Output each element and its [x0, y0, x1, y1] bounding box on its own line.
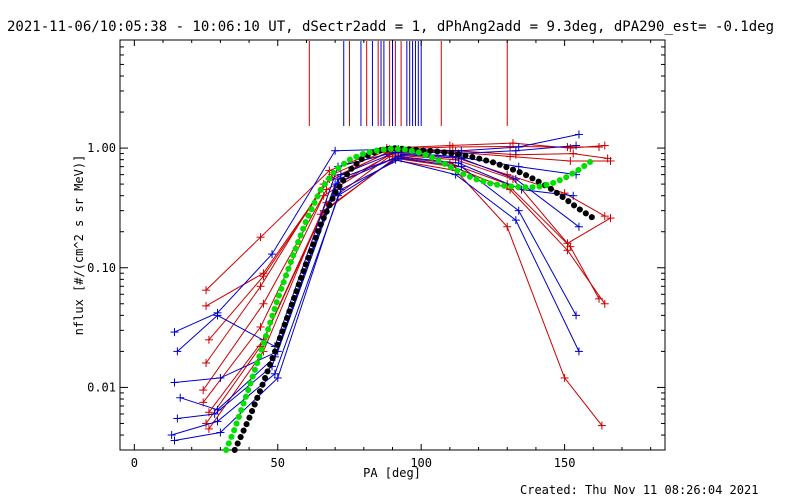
vertical-markers	[308, 41, 508, 126]
y-tick-label-2: 1.00	[87, 141, 116, 155]
series-1-point-6	[563, 143, 572, 152]
series-14-point-1	[213, 417, 222, 426]
series-15-point-7	[574, 347, 583, 356]
series-14-point-5	[457, 162, 466, 171]
series-15-point-1	[216, 428, 225, 437]
series-12-point-5	[457, 154, 466, 163]
series-1-point-0	[202, 301, 211, 310]
x-tick-label-2: 100	[410, 456, 432, 470]
series-2-point-6	[569, 149, 578, 158]
series-line-1	[205, 145, 599, 307]
series-line-14	[171, 157, 577, 436]
series-4-point-2	[322, 185, 331, 194]
series-8-point-6	[560, 373, 569, 382]
series-13-point-7	[569, 191, 578, 200]
series-13-point-0	[173, 414, 182, 423]
series-15-point-4	[391, 155, 400, 164]
series-8-point-5	[503, 222, 512, 231]
series-line-9	[174, 133, 580, 333]
fit-curve-1	[223, 145, 597, 453]
series-2-point-1	[259, 272, 268, 281]
series-4-point-7	[600, 212, 609, 221]
y-tick-label-0: 0.01	[87, 380, 116, 394]
series-14-point-0	[167, 431, 176, 440]
series-8-point-7	[597, 421, 606, 430]
series-15-point-6	[511, 216, 520, 225]
x-tick-label-1: 50	[271, 456, 285, 470]
y-axis-label: nflux [#/(cm^2 s sr MeV)]	[72, 155, 86, 336]
x-tick-label-0: 0	[131, 456, 138, 470]
series-10-point-0	[173, 347, 182, 356]
series-11-point-0	[170, 378, 179, 387]
series-7-point-7	[600, 299, 609, 308]
series-11-point-1	[216, 373, 225, 382]
x-tick-label-3: 150	[554, 456, 576, 470]
series-0-point-1	[256, 233, 265, 242]
series-0-point-7	[600, 141, 609, 150]
series-line-5	[202, 154, 611, 403]
series-8-point-0	[204, 424, 213, 433]
series-5-point-1	[256, 322, 265, 331]
series-13-point-1	[210, 409, 219, 418]
series-12-point-6	[511, 175, 520, 184]
series-5-point-2	[319, 191, 328, 200]
series-9-point-3	[331, 146, 340, 155]
series-11-point-6	[514, 162, 523, 171]
series-14-point-7	[572, 311, 581, 320]
series-3-point-0	[202, 358, 211, 367]
x-axis-label: PA [deg]	[363, 466, 421, 480]
series-12-point-0	[176, 393, 185, 402]
series-line-2	[208, 150, 608, 341]
series-9-point-7	[574, 130, 583, 139]
series-10-point-7	[572, 141, 581, 150]
series-line-7	[205, 157, 606, 424]
fit-curve-0	[231, 145, 597, 453]
fit-curves	[223, 145, 597, 453]
series-12-point-7	[574, 222, 583, 231]
data-series	[167, 130, 615, 445]
series-14-point-2	[270, 369, 279, 378]
series-15-point-2	[273, 373, 282, 382]
series-3-point-6	[566, 156, 575, 165]
chart-title: 2021-11-06/10:05:38 - 10:06:10 UT, dSect…	[7, 19, 774, 35]
series-1-point-5	[506, 142, 515, 151]
series-3-point-7	[606, 156, 615, 165]
x-axis: 0 50 100 150	[131, 40, 652, 470]
series-1-point-7	[595, 143, 604, 152]
series-9-point-2	[268, 250, 277, 259]
series-15-point-0	[170, 436, 179, 445]
series-0-point-0	[202, 286, 211, 295]
series-line-13	[177, 155, 574, 419]
series-14-point-6	[514, 206, 523, 215]
series-line-15	[174, 159, 580, 441]
series-5-point-7	[606, 214, 615, 223]
series-3-point-1	[256, 282, 265, 291]
series-9-point-0	[170, 328, 179, 337]
y-axis: 0.01 0.10 1.00	[87, 39, 665, 451]
series-4-point-0	[199, 386, 208, 395]
series-2-point-0	[204, 335, 213, 344]
series-4-point-1	[259, 299, 268, 308]
series-11-point-3	[336, 170, 345, 179]
series-line-12	[180, 154, 580, 411]
series-7-point-6	[563, 246, 572, 255]
y-tick-label-1: 0.10	[87, 261, 116, 275]
series-3-point-5	[506, 152, 515, 161]
series-10-point-6	[511, 146, 520, 155]
created-timestamp: Created: Thu Nov 11 08:26:04 2021	[520, 483, 758, 497]
series-7-point-0	[202, 419, 211, 428]
series-line-10	[177, 145, 577, 352]
series-10-point-1	[213, 311, 222, 320]
series-line-8	[208, 159, 603, 430]
